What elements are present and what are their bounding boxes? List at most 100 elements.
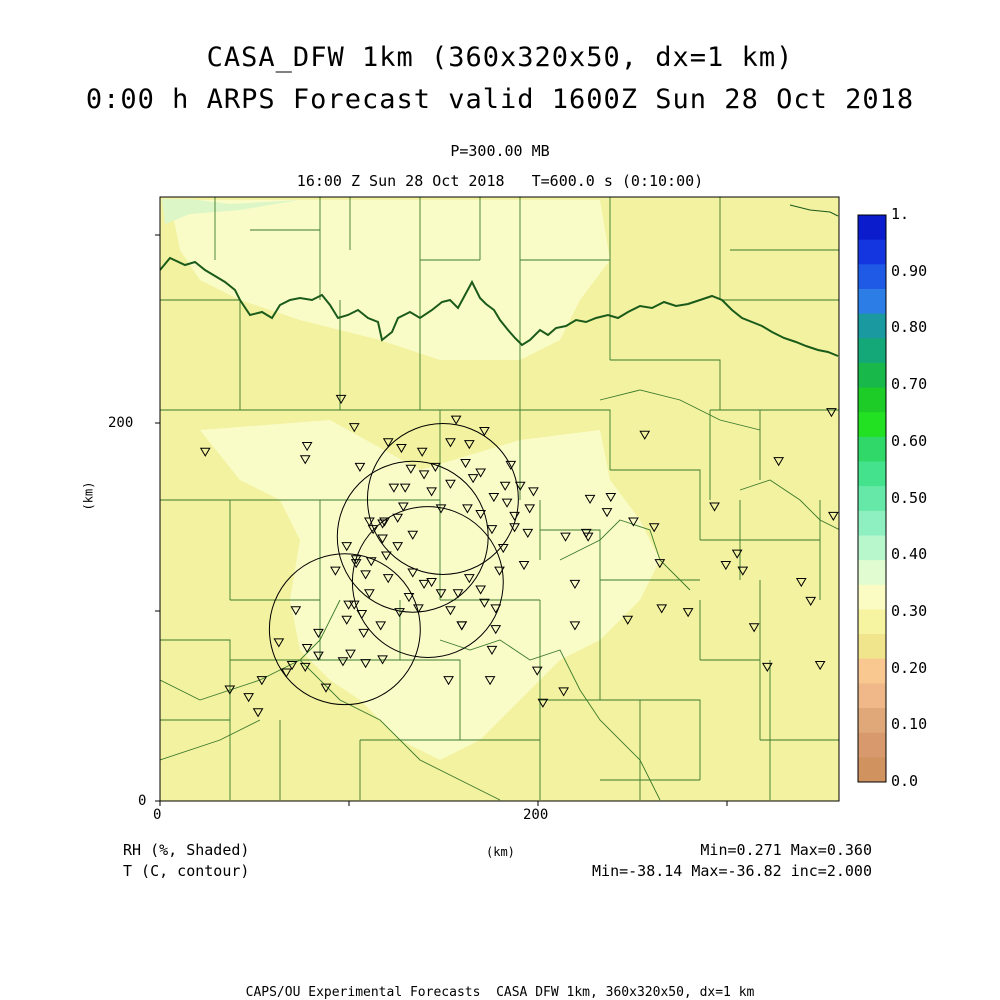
radar-ring-3 bbox=[351, 506, 504, 658]
station-marker bbox=[682, 608, 694, 618]
station-marker bbox=[379, 517, 390, 527]
station-marker bbox=[773, 457, 785, 467]
colorbar-label: 0.10 bbox=[891, 715, 928, 734]
station-marker bbox=[407, 530, 419, 540]
station-marker bbox=[375, 621, 387, 631]
colorbar-label: 0.40 bbox=[891, 545, 928, 564]
shaded-field-minmax: Min=0.271 Max=0.360 bbox=[700, 841, 872, 859]
contour-field-minmax: Min=-38.14 Max=-36.82 inc=2.000 bbox=[592, 862, 872, 880]
station-marker bbox=[299, 455, 311, 465]
colorbar-swatch bbox=[858, 486, 886, 512]
station-marker bbox=[524, 504, 536, 514]
colorbar-swatch bbox=[858, 683, 886, 709]
station-marker bbox=[256, 676, 268, 686]
radar-range-rings bbox=[268, 423, 519, 706]
station-marker bbox=[514, 481, 526, 491]
station-marker bbox=[429, 462, 441, 472]
station-marker bbox=[348, 423, 360, 433]
y-tick-label-200: 200 bbox=[108, 415, 134, 431]
station-marker bbox=[452, 589, 464, 599]
station-marker bbox=[403, 593, 415, 603]
station-marker bbox=[509, 511, 520, 522]
station-marker bbox=[582, 532, 594, 542]
station-marker bbox=[397, 502, 409, 512]
y-tick-label-0: 0 bbox=[138, 793, 147, 809]
station-marker bbox=[479, 426, 490, 437]
station-marker bbox=[313, 651, 324, 661]
colorbar-label: 0.0 bbox=[891, 772, 919, 790]
station-marker bbox=[360, 659, 371, 669]
colorbar-swatch bbox=[858, 313, 886, 339]
station-marker bbox=[399, 483, 411, 493]
station-marker bbox=[354, 462, 366, 472]
station-marker bbox=[456, 621, 468, 631]
axis-ticks bbox=[155, 234, 728, 806]
station-marker bbox=[394, 608, 405, 618]
colorbar-label: 0.80 bbox=[891, 318, 928, 337]
colorbar-swatch bbox=[858, 584, 886, 610]
colorbar-swatch bbox=[858, 436, 886, 463]
title-line-1: CASA_DFW 1km (360x320x50, dx=1 km) bbox=[206, 42, 794, 73]
colorbar-swatch bbox=[858, 215, 886, 241]
colorbar-swatch bbox=[858, 732, 886, 758]
station-marker bbox=[345, 649, 356, 659]
station-marker bbox=[531, 666, 543, 676]
station-marker bbox=[343, 600, 354, 610]
station-marker bbox=[301, 442, 313, 452]
station-marker bbox=[656, 604, 668, 614]
station-marker bbox=[396, 443, 407, 454]
colorbar-swatch bbox=[858, 387, 886, 413]
state-border bbox=[160, 256, 839, 357]
title-line-2: 0:00 h ARPS Forecast valid 1600Z Sun 28 … bbox=[85, 84, 915, 115]
station-marker bbox=[380, 551, 392, 561]
station-marker bbox=[484, 676, 496, 686]
colorbar-label: 0.60 bbox=[891, 431, 928, 450]
station-marker bbox=[475, 468, 487, 478]
station-marker bbox=[341, 542, 353, 552]
station-marker bbox=[731, 549, 743, 559]
station-marker bbox=[488, 493, 500, 503]
station-marker bbox=[341, 615, 353, 625]
station-marker bbox=[435, 589, 447, 599]
colorbar-swatch bbox=[858, 535, 886, 561]
station-marker bbox=[445, 479, 456, 489]
station-marker bbox=[462, 504, 473, 514]
station-marker bbox=[363, 589, 375, 599]
station-marker bbox=[490, 625, 502, 635]
station-marker bbox=[475, 585, 487, 595]
station-marker bbox=[407, 568, 419, 578]
station-marker bbox=[377, 655, 388, 665]
station-marker bbox=[337, 657, 349, 667]
contour-field-label: T (C, contour) bbox=[123, 862, 250, 880]
station-marker bbox=[445, 606, 456, 616]
station-marker bbox=[199, 447, 211, 457]
station-marker bbox=[805, 596, 817, 606]
station-marker bbox=[435, 504, 447, 514]
valid-time: 16:00 Z Sun 28 Oct 2018 T=600.0 s (0:10:… bbox=[296, 172, 704, 190]
colorbar-frame bbox=[857, 214, 887, 783]
station-marker bbox=[463, 574, 475, 584]
station-marker bbox=[709, 502, 720, 512]
station-marker bbox=[299, 662, 311, 673]
colorbar-swatch bbox=[858, 658, 886, 684]
station-marker bbox=[301, 644, 313, 654]
colorbar-label: 0.50 bbox=[891, 488, 928, 507]
colorbar-swatch bbox=[858, 634, 886, 660]
station-marker bbox=[335, 394, 347, 404]
station-marker bbox=[460, 459, 471, 469]
station-marker bbox=[360, 570, 371, 580]
x-tick-label-0: 0 bbox=[153, 807, 162, 823]
station-marker bbox=[243, 693, 255, 703]
station-marker bbox=[528, 487, 539, 497]
station-marker bbox=[499, 481, 511, 491]
station-marker bbox=[605, 493, 617, 503]
footer-credit: CAPS/OU Experimental Forecasts CASA DFW … bbox=[245, 985, 755, 1000]
station-marker bbox=[418, 579, 430, 589]
station-marker bbox=[467, 474, 479, 484]
station-marker bbox=[486, 525, 498, 535]
station-marker bbox=[224, 685, 236, 695]
radar-ring-4 bbox=[268, 553, 421, 706]
station-marker bbox=[290, 606, 302, 616]
x-tick-label-200: 200 bbox=[523, 807, 549, 823]
